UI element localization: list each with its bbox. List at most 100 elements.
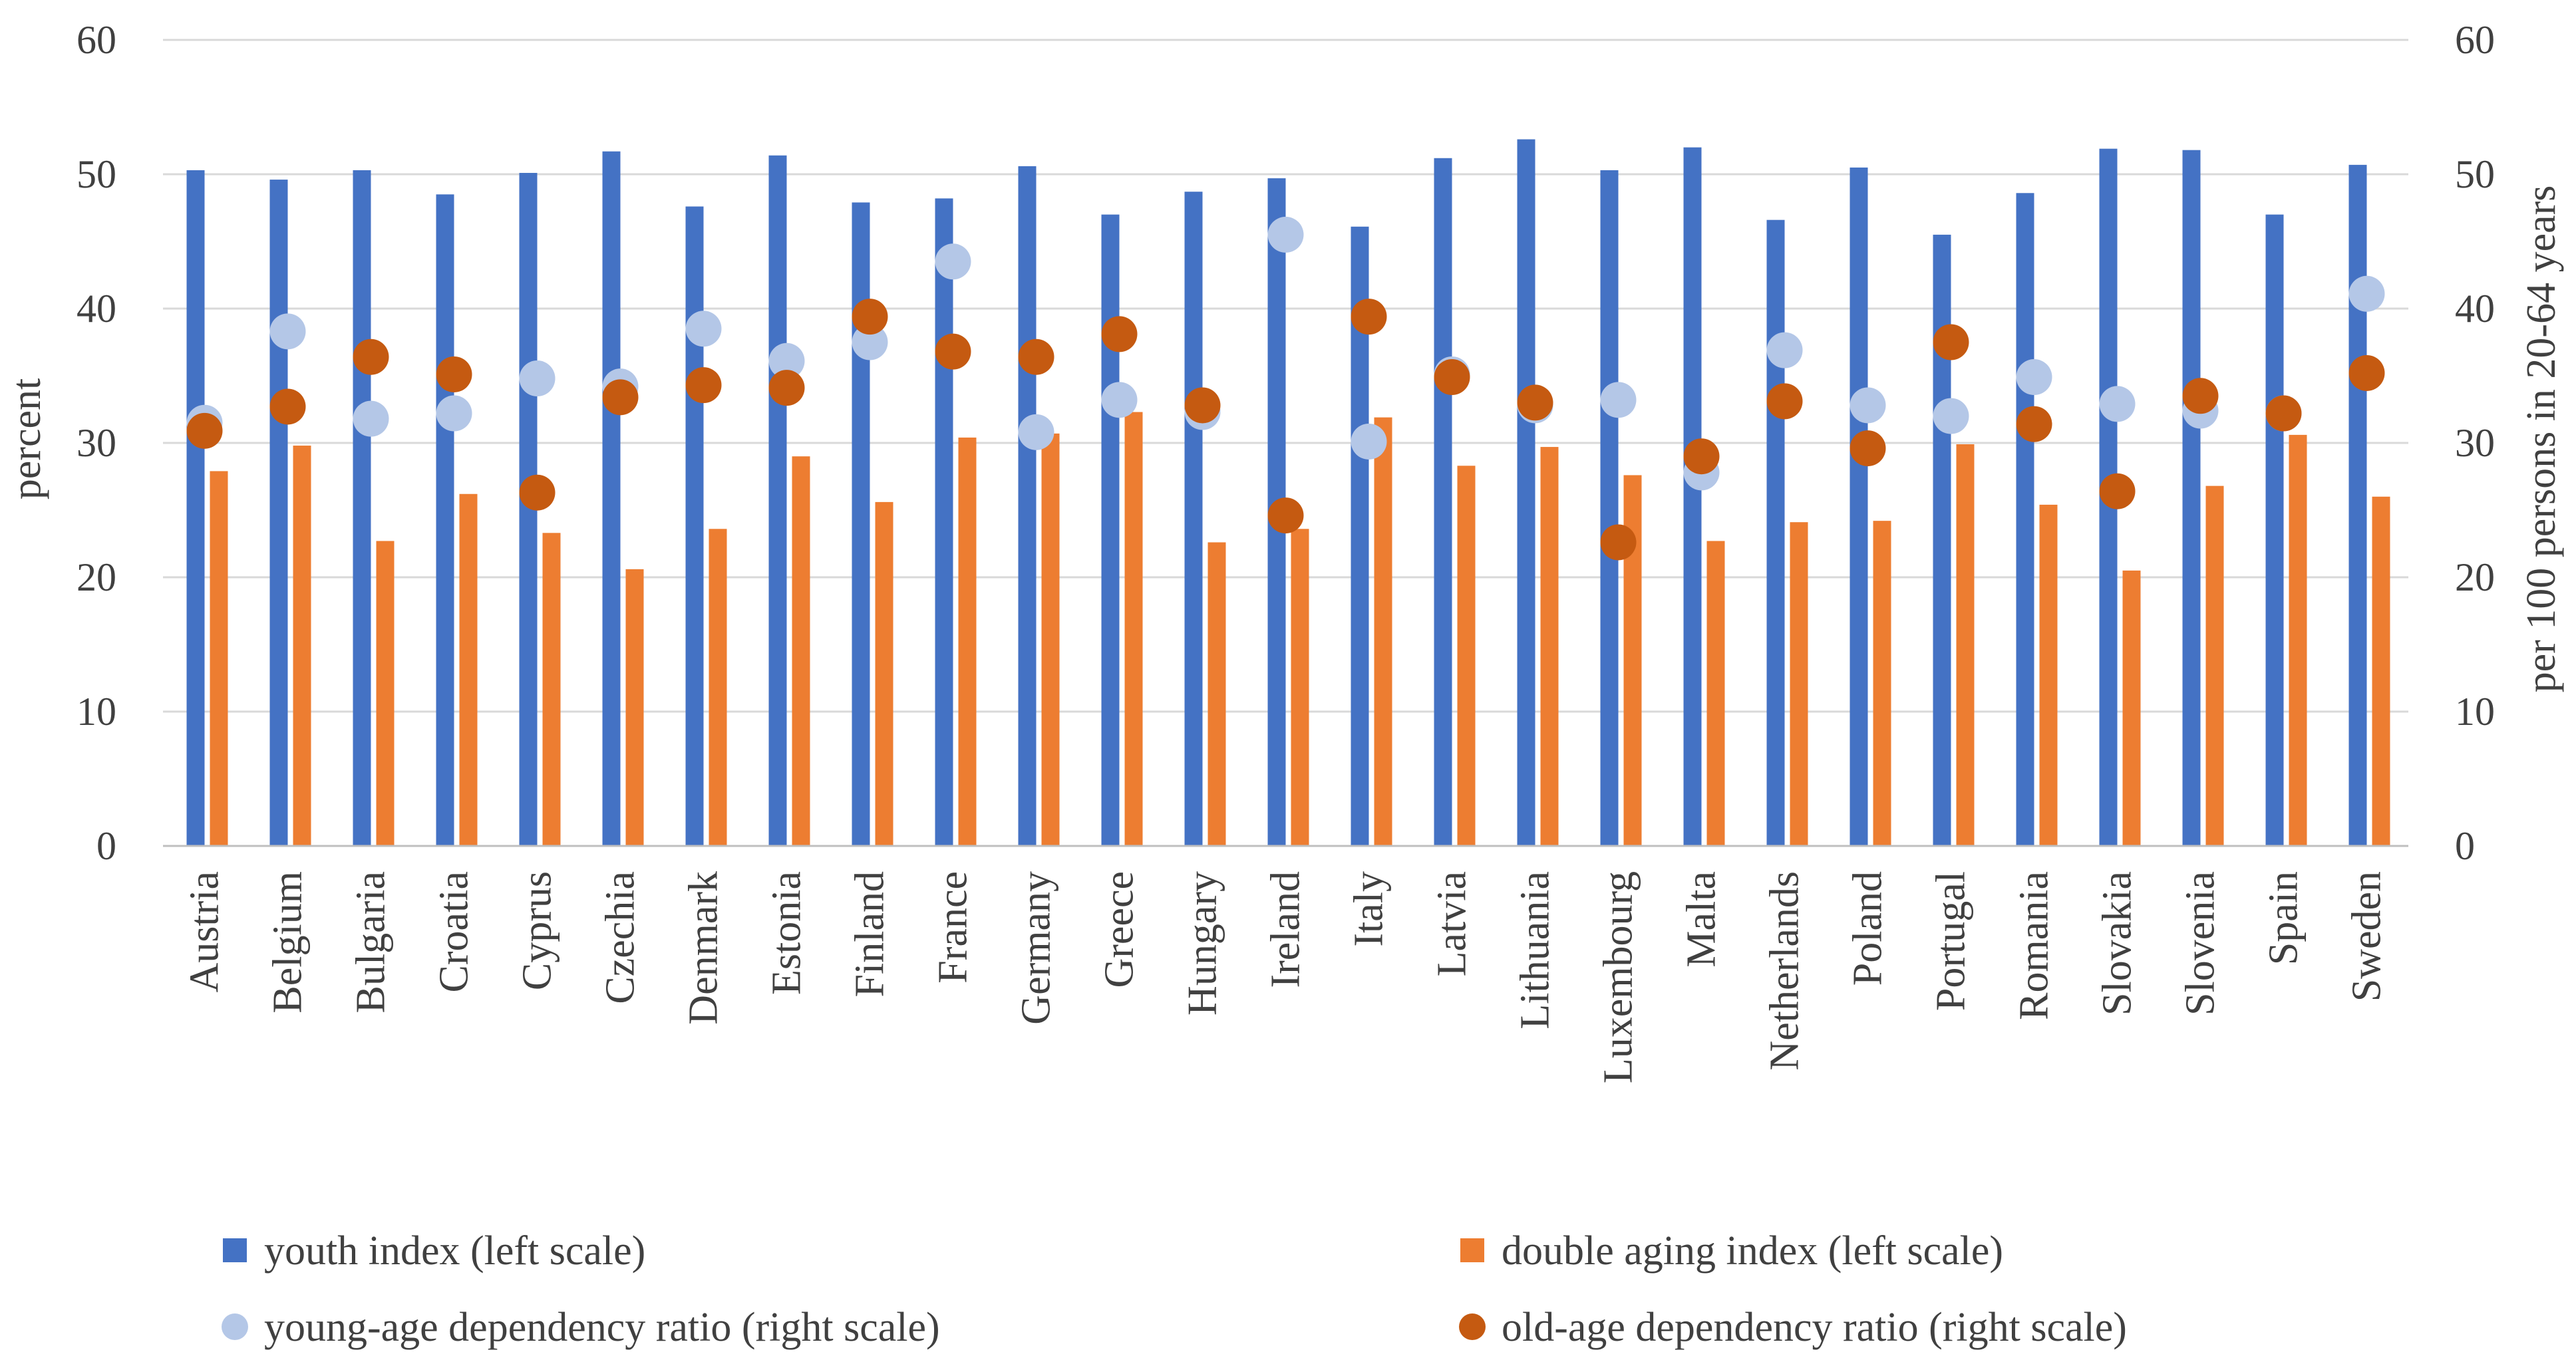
bar-double-aging-index xyxy=(293,446,311,846)
point-young-age-dependency xyxy=(1933,398,1969,434)
legend-swatch xyxy=(1459,1313,1486,1340)
point-young-age-dependency xyxy=(768,342,805,379)
y2-tick-label: 40 xyxy=(2455,287,2495,331)
point-young-age-dependency xyxy=(519,360,556,397)
y2-tick-label: 30 xyxy=(2455,421,2495,465)
y-axis-title: percent xyxy=(4,378,49,499)
point-old-age-dependency xyxy=(353,339,389,375)
bar-double-aging-index xyxy=(1540,447,1559,846)
bar-youth-index xyxy=(2182,150,2201,846)
bar-youth-index xyxy=(935,198,953,846)
bar-double-aging-index xyxy=(1956,444,1975,846)
bar-youth-index xyxy=(2016,193,2034,846)
point-old-age-dependency xyxy=(1351,299,1387,335)
point-young-age-dependency xyxy=(1850,387,1886,424)
bar-double-aging-index xyxy=(2205,485,2224,846)
bar-double-aging-index xyxy=(1706,541,1725,846)
y2-tick-label: 50 xyxy=(2455,152,2495,196)
x-category-label: Slovenia xyxy=(2178,871,2223,1016)
x-category-label: Czechia xyxy=(598,871,643,1004)
bar-double-aging-index xyxy=(1873,521,1891,846)
bar-youth-index xyxy=(768,155,787,847)
bar-double-aging-index xyxy=(709,529,727,846)
point-old-age-dependency xyxy=(1766,383,1803,420)
x-category-label: Malta xyxy=(1679,871,1724,968)
legend-label: youth index (left scale) xyxy=(264,1228,645,1274)
bar-double-aging-index xyxy=(1374,417,1392,846)
bar-youth-index xyxy=(685,206,704,847)
bar-youth-index xyxy=(2348,164,2367,847)
x-category-label: Romania xyxy=(2012,871,2057,1020)
point-young-age-dependency xyxy=(935,243,971,280)
bar-youth-index xyxy=(1101,214,1120,847)
bar-youth-index xyxy=(1766,219,1785,846)
x-category-label: Germany xyxy=(1014,871,1059,1025)
bar-double-aging-index xyxy=(1790,522,1808,846)
point-young-age-dependency xyxy=(2099,386,2136,422)
point-old-age-dependency xyxy=(1850,430,1886,467)
point-young-age-dependency xyxy=(1351,423,1387,460)
bar-double-aging-index xyxy=(625,569,644,846)
x-category-label: Denmark xyxy=(681,871,726,1025)
x-category-label: Luxembourg xyxy=(1596,871,1641,1083)
bar-double-aging-index xyxy=(2289,434,2307,846)
bar-double-aging-index xyxy=(1457,466,1476,846)
point-old-age-dependency xyxy=(852,299,888,335)
point-old-age-dependency xyxy=(1933,324,1969,360)
bar-double-aging-index xyxy=(875,501,893,846)
point-old-age-dependency xyxy=(1018,339,1054,375)
y2-tick-label: 60 xyxy=(2455,18,2495,62)
legend-label: young-age dependency ratio (right scale) xyxy=(264,1305,940,1350)
legend: youth index (left scale) double aging ind… xyxy=(222,1228,2127,1350)
x-category-label: Austria xyxy=(182,871,228,993)
x-category-label: Italy xyxy=(1347,871,1392,947)
bar-youth-index xyxy=(1683,147,1702,847)
x-category-label: Greece xyxy=(1097,871,1142,988)
point-old-age-dependency xyxy=(1517,384,1553,421)
bar-double-aging-index xyxy=(2039,504,2058,846)
x-category-label: Latvia xyxy=(1430,871,1475,976)
y2-axis-title: per 100 persons in 20-64 years xyxy=(2519,186,2564,693)
point-young-age-dependency xyxy=(1267,216,1304,253)
bar-youth-index xyxy=(269,180,288,847)
bar-youth-index xyxy=(1434,158,1452,846)
point-young-age-dependency xyxy=(2348,275,2385,312)
point-old-age-dependency xyxy=(2348,354,2385,391)
point-old-age-dependency xyxy=(519,474,556,511)
point-old-age-dependency xyxy=(1683,438,1720,475)
bar-double-aging-index xyxy=(2122,570,2141,846)
bar-double-aging-index xyxy=(1124,412,1143,846)
bar-double-aging-index xyxy=(1041,433,1060,846)
point-old-age-dependency xyxy=(685,367,722,404)
x-category-label: Croatia xyxy=(432,871,477,993)
x-category-label: Portugal xyxy=(1929,871,1974,1011)
x-category-label: Poland xyxy=(1846,871,1891,986)
point-young-age-dependency xyxy=(1101,382,1138,418)
bar-youth-index xyxy=(436,194,454,846)
x-category-label: Netherlands xyxy=(1762,871,1808,1071)
point-old-age-dependency xyxy=(1434,359,1470,396)
y2-tick-label: 20 xyxy=(2455,555,2495,599)
bar-double-aging-index xyxy=(210,471,228,846)
y-tick-label: 40 xyxy=(77,287,116,331)
bar-youth-index xyxy=(1517,139,1535,847)
point-young-age-dependency xyxy=(1600,382,1637,418)
x-category-label: Cyprus xyxy=(515,871,560,990)
x-category-label: Estonia xyxy=(764,871,810,995)
y-tick-label: 30 xyxy=(77,421,116,465)
point-old-age-dependency xyxy=(602,379,639,416)
x-category-label: Ireland xyxy=(1263,871,1309,988)
x-category-label: Hungary xyxy=(1180,871,1225,1016)
point-young-age-dependency xyxy=(2016,359,2052,396)
x-category-label: Bulgaria xyxy=(349,871,394,1014)
bar-youth-index xyxy=(1018,166,1037,846)
legend-label: old-age dependency ratio (right scale) xyxy=(1502,1305,2127,1350)
scatter-points xyxy=(186,216,2385,561)
point-old-age-dependency xyxy=(1184,387,1221,424)
x-category-label: Slovakia xyxy=(2095,871,2140,1016)
point-young-age-dependency xyxy=(436,395,472,432)
point-old-age-dependency xyxy=(2182,378,2219,414)
point-old-age-dependency xyxy=(186,412,223,449)
bar-double-aging-index xyxy=(792,456,810,846)
point-old-age-dependency xyxy=(2099,473,2136,509)
